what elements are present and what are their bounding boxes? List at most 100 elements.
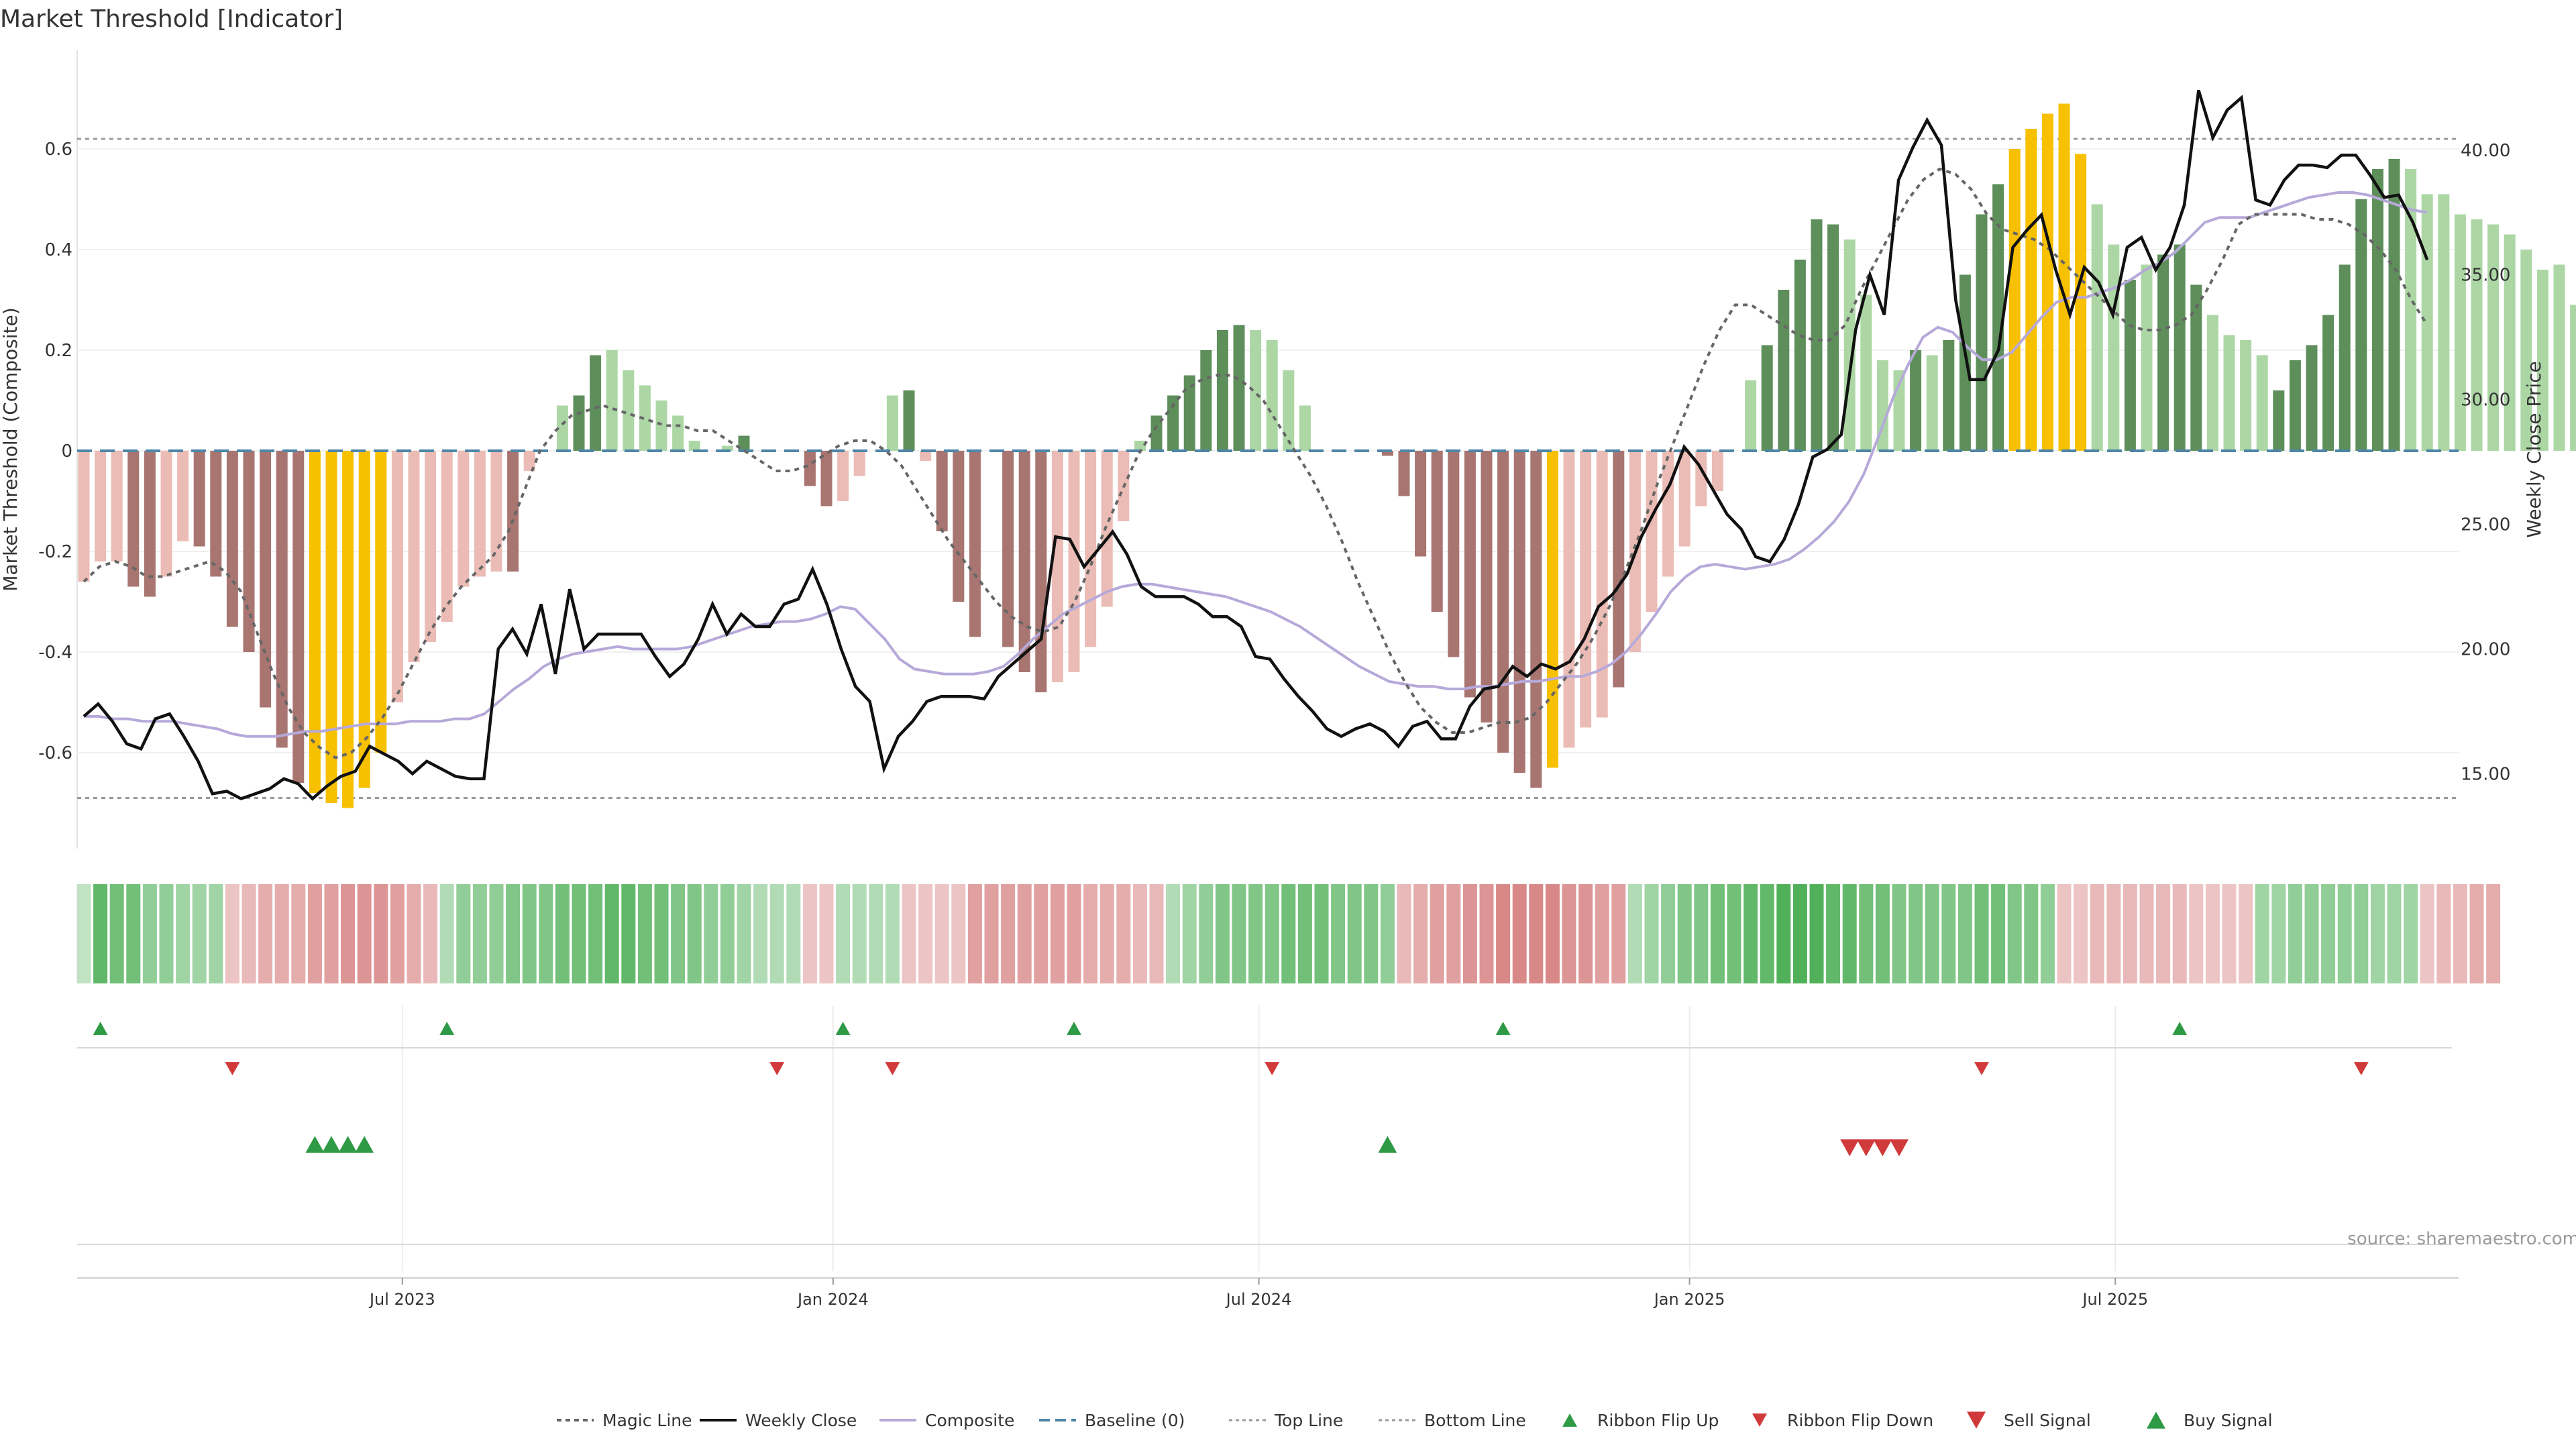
ribbon-flip-down-marker	[225, 1062, 240, 1075]
ribbon-cell	[588, 884, 603, 983]
sell-signal-marker	[1856, 1139, 1876, 1157]
ribbon-cell	[2106, 884, 2121, 983]
ribbon-cell	[1842, 884, 1857, 983]
ribbon-cell	[1182, 884, 1197, 983]
composite-bar	[2520, 250, 2532, 451]
buy-signal-marker	[1378, 1136, 1397, 1153]
reference-lines	[77, 138, 2459, 799]
y-tick-label: -0.4	[38, 643, 72, 663]
ribbon-cell	[1232, 884, 1246, 983]
y-tick-label: -0.2	[38, 542, 72, 562]
ribbon-cell	[1529, 884, 1544, 983]
y-tick-label: 0.2	[45, 341, 72, 361]
composite-bar	[2438, 194, 2450, 451]
ribbon-cell	[1809, 884, 1824, 983]
ribbon-cell	[225, 884, 239, 983]
ribbon-cell	[291, 884, 306, 983]
composite-bar	[2371, 169, 2383, 451]
composite-bar	[1497, 451, 1509, 753]
ribbon-cell	[802, 884, 817, 983]
ribbon-cell	[2370, 884, 2385, 983]
ribbon-cell	[737, 884, 751, 983]
ribbon-cell	[671, 884, 686, 983]
ribbon-cell	[1166, 884, 1181, 983]
composite-bar	[2223, 335, 2235, 451]
composite-bar	[1910, 350, 1922, 451]
ribbon-flip-up-marker	[2172, 1022, 2188, 1035]
legend-item: Buy Signal	[2147, 1411, 2273, 1430]
composite-bar	[1678, 451, 1690, 547]
composite-bar	[1876, 360, 1888, 451]
ribbon-cell	[2123, 884, 2137, 983]
legend-item: Sell Signal	[1967, 1411, 2091, 1430]
y2-axis-label: Weekly Close Price	[2523, 361, 2545, 537]
legend-label: Weekly Close	[745, 1411, 857, 1430]
composite-bar	[2206, 315, 2218, 451]
ribbon-cell	[1595, 884, 1609, 983]
ribbon-cell	[2486, 884, 2501, 983]
composite-bar	[358, 451, 370, 788]
ribbon-cell	[2040, 884, 2055, 983]
ribbon-cell	[2090, 884, 2104, 983]
composite-bar	[2273, 390, 2285, 451]
composite-bar	[260, 451, 272, 708]
ribbon-cell	[258, 884, 273, 983]
composite-bar	[1233, 325, 1245, 451]
composite-bar	[2487, 224, 2500, 451]
source-credit: source: sharemaestro.com	[2347, 1229, 2576, 1249]
ribbon-cell	[753, 884, 768, 983]
ribbon-cell	[1265, 884, 1279, 983]
composite-bar	[1002, 451, 1014, 647]
ribbon-cell	[2239, 884, 2253, 983]
ribbon-cell	[2172, 884, 2187, 983]
ribbon-cell	[1364, 884, 1379, 983]
ribbon-cell	[1314, 884, 1329, 983]
ribbon-cell	[1562, 884, 1576, 983]
composite-bar	[2388, 159, 2400, 451]
ribbon-cell	[720, 884, 735, 983]
composite-bar	[556, 405, 568, 451]
ribbon-cell	[176, 884, 191, 983]
composite-bar	[1018, 451, 1030, 672]
composite-bar	[2405, 169, 2417, 451]
composite-bar	[523, 451, 535, 471]
composite-bar	[375, 451, 387, 753]
sell-signal-marker	[1890, 1139, 1909, 1157]
composite-bar	[2174, 244, 2186, 451]
composite-bar	[953, 451, 965, 602]
ribbon-cell	[951, 884, 966, 983]
x-tick-label: Jan 2025	[1653, 1290, 1725, 1309]
composite-bar	[2306, 345, 2318, 451]
composite-bar	[2289, 360, 2301, 451]
ribbon-cell	[2420, 884, 2434, 983]
ribbon-cell	[1050, 884, 1065, 983]
ribbon-cell	[1496, 884, 1511, 983]
composite-bar	[2256, 355, 2268, 451]
ribbon-cell	[1727, 884, 1741, 983]
composite-bar	[573, 395, 585, 451]
y2-tick-label: 20.00	[2461, 640, 2510, 660]
ribbon-cell	[1644, 884, 1659, 983]
composite-bar	[804, 451, 816, 486]
ribbon-cell	[1297, 884, 1312, 983]
ribbon-cell	[1331, 884, 1346, 983]
composite-bar	[1596, 451, 1608, 718]
composite-bar	[177, 451, 189, 541]
buy-signal-marker	[338, 1136, 358, 1153]
composite-bar	[1431, 451, 1443, 612]
ribbon-cell	[374, 884, 388, 983]
ribbon-cell	[704, 884, 718, 983]
y-axis-label: Market Threshold (Composite)	[0, 307, 21, 591]
ribbon-cell	[76, 884, 91, 983]
ribbon-cell	[1430, 884, 1444, 983]
ribbon-flip-up-marker	[93, 1022, 108, 1035]
composite-bar	[425, 451, 437, 642]
x-tick-label: Jul 2023	[368, 1290, 435, 1309]
composite-bar	[903, 390, 915, 451]
composite-bar	[2339, 264, 2351, 451]
ribbon-cell	[472, 884, 487, 983]
ribbon-cell	[1462, 884, 1477, 983]
legend-item: Ribbon Flip Up	[1562, 1411, 1719, 1430]
ribbon-cell	[1826, 884, 1841, 983]
ribbon-cell	[307, 884, 322, 983]
